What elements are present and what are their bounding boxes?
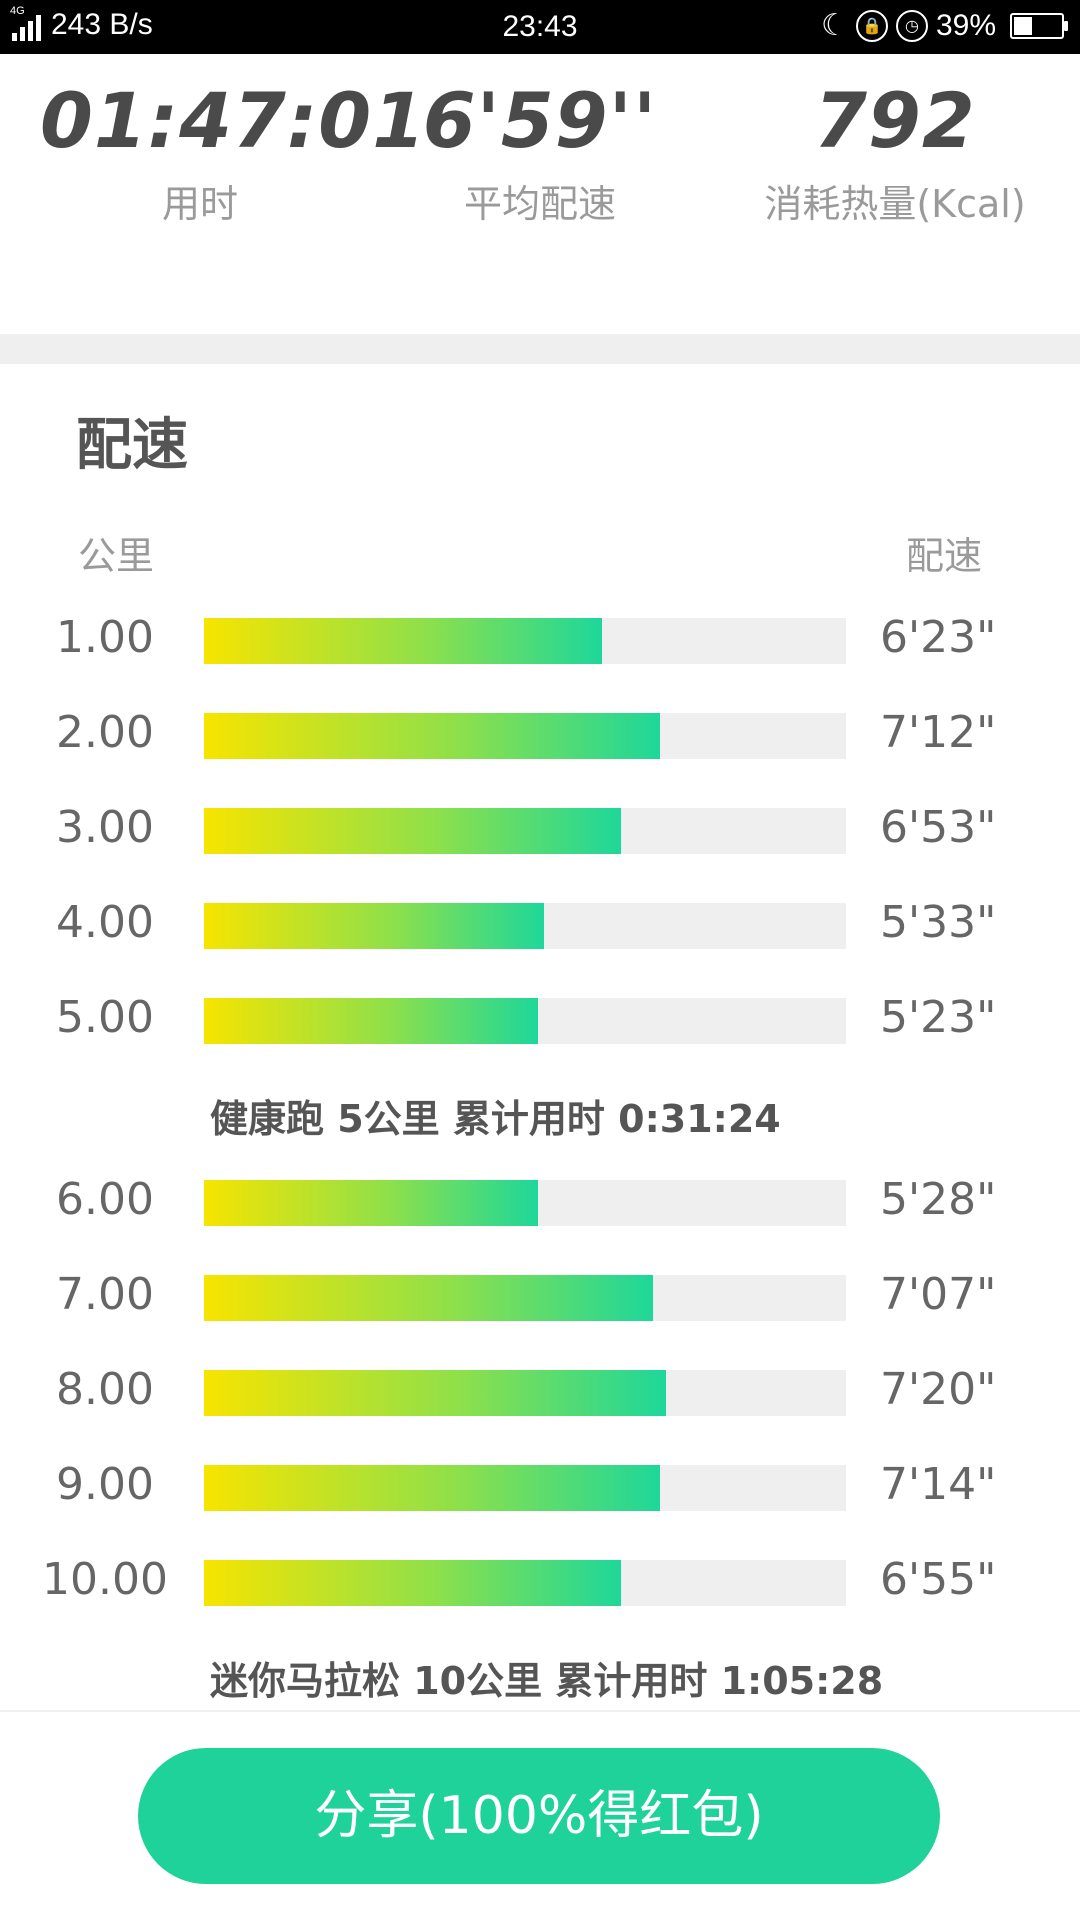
split-km: 7.00 [56,1269,154,1320]
section-divider [0,334,1080,364]
pace-bar-fill [204,1465,660,1511]
calories-stat: 792 消耗热量(Kcal) [730,76,1060,228]
split-km: 9.00 [56,1459,154,1510]
pace-bar-fill [204,1275,654,1321]
pace-bar-track [204,1370,846,1416]
network-type-label: 4G [10,5,25,17]
split-km: 8.00 [56,1364,154,1415]
pace-bar-track [204,808,846,854]
network-speed: 243 B/s [51,8,153,41]
split-km: 10.00 [42,1554,168,1605]
pace-bar-track [204,1560,846,1606]
pace-split-row: 8.00 7'20" [0,1364,1080,1416]
pace-split-row: 3.00 6'53" [0,802,1080,854]
split-km: 4.00 [56,897,154,948]
pace-bar-fill [204,618,603,664]
bottom-action-bar: 分享(100%得红包) [0,1710,1080,1922]
pace-split-row: 2.00 7'12" [0,707,1080,759]
split-pace: 7'12" [880,707,997,758]
pace-split-row: 4.00 5'33" [0,897,1080,949]
pace-split-row: 5.00 5'23" [0,992,1080,1044]
pace-bar-track [204,1465,846,1511]
pace-bar-track [204,903,846,949]
battery-icon [1010,12,1068,39]
pace-bar-track [204,1180,846,1226]
split-pace: 5'28" [880,1174,997,1225]
split-km: 3.00 [56,802,154,853]
calories-label: 消耗热量(Kcal) [764,182,1026,226]
duration-stat: 01:47:01 用时 [40,76,427,228]
pace-split-row: 7.00 7'07" [0,1269,1080,1321]
pace-bar-fill [204,998,538,1044]
rotation-lock-icon: 🔒 [855,9,888,42]
duration-label: 用时 [161,182,238,226]
pace-bar-track [204,998,846,1044]
milestone-10k: 迷你马拉松 10公里 累计用时 1:05:28 [210,1659,884,1703]
pace-split-row: 6.00 5'28" [0,1174,1080,1226]
battery-percent: 39% [935,8,996,42]
pace-bar-fill [204,903,545,949]
pace-bar-fill [204,1370,667,1416]
split-pace: 7'20" [880,1364,997,1415]
split-km: 6.00 [56,1174,154,1225]
split-pace: 7'07" [880,1269,997,1320]
split-pace: 5'23" [880,992,997,1043]
alarm-icon: ◷ [895,9,928,42]
pace-bar-track [204,1275,846,1321]
pace-bar-fill [204,1180,538,1226]
milestone-5k: 健康跑 5公里 累计用时 0:31:24 [210,1097,781,1141]
pace-bar-fill [204,713,660,759]
pace-section-title: 配速 [76,413,188,478]
split-km: 5.00 [56,992,154,1043]
status-bar: 4G 243 B/s 23:43 ☾ 🔒 ◷ 39% [0,0,1080,54]
split-pace: 5'33" [880,897,997,948]
avg-pace-stat: 6'59'' 平均配速 [400,76,680,228]
avg-pace-value: 6'59'' [422,76,658,165]
pace-split-row: 9.00 7'14" [0,1459,1080,1511]
split-pace: 6'23" [880,612,997,663]
pace-bar-track [204,713,846,759]
split-pace: 6'55" [880,1554,997,1605]
battery-level [1014,16,1032,35]
signal-icon: 4G [10,5,41,41]
split-km: 1.00 [56,612,154,663]
pace-bar-track [204,618,846,664]
moon-icon: ☾ [821,9,848,42]
clock: 23:43 [502,10,578,43]
calories-value: 792 [814,76,976,165]
pace-split-row: 10.00 6'55" [0,1554,1080,1606]
pace-bar-fill [204,1560,622,1606]
share-button[interactable]: 分享(100%得红包) [138,1748,940,1884]
split-pace: 7'14" [880,1459,997,1510]
km-column-header: 公里 [78,534,155,578]
avg-pace-label: 平均配速 [463,182,616,226]
pace-column-header: 配速 [906,534,983,578]
split-km: 2.00 [56,707,154,758]
duration-value: 01:47:01 [40,76,427,165]
run-summary: 01:47:01 用时 6'59'' 平均配速 792 消耗热量(Kcal) [0,54,1080,334]
split-pace: 6'53" [880,802,997,853]
pace-bar-fill [204,808,622,854]
pace-split-row: 1.00 6'23" [0,612,1080,664]
